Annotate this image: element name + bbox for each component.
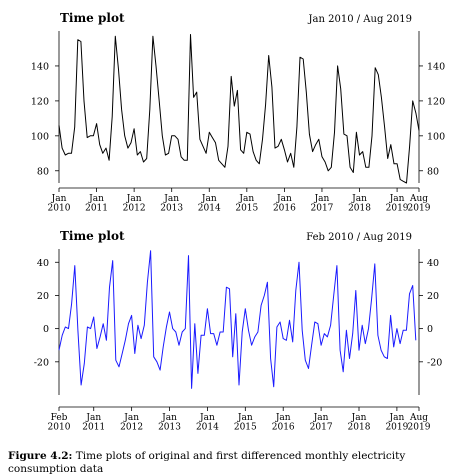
x-tick-label-line: 2019 — [385, 423, 408, 433]
x-tick-label: Jan 2018 — [348, 413, 371, 433]
x-tick-label-line: 2017 — [310, 423, 333, 433]
x-tick-label-line: 2011 — [82, 423, 105, 433]
x-tick-label-line: Jan — [123, 413, 139, 423]
x-tick-label: Jan 2013 — [160, 194, 183, 214]
x-tick-label: Jan 2017 — [310, 413, 333, 433]
x-tick-label: Aug 2019 — [408, 413, 431, 433]
x-tick-label: Jan 2012 — [120, 413, 143, 433]
x-tick-label: Jan 2015 — [234, 413, 257, 433]
x-tick-label-line: Jan — [351, 413, 367, 423]
y-tick-label: 140 — [427, 61, 445, 72]
x-tick-label-line: Jan — [161, 413, 177, 423]
y-tick-label: 120 — [427, 96, 445, 107]
x-tick-label-line: Jan — [199, 413, 215, 423]
x-tick-label-line: 2012 — [120, 423, 143, 433]
x-tick-label-line: 2017 — [311, 204, 334, 214]
x-tick-label: Jan 2017 — [311, 194, 334, 214]
figure-canvas: Time plot Jan 2010 / Aug 2019 80 80 100 100 12… — [31, 11, 445, 433]
x-tick-label: Jan 2013 — [158, 413, 181, 433]
y-tick-label: 140 — [31, 61, 49, 72]
x-tick-label-line: Aug — [409, 413, 428, 423]
x-tick-label-line: 2018 — [348, 423, 371, 433]
top-panel: Time plot Jan 2010 / Aug 2019 80 80 100 100 12… — [31, 11, 445, 214]
y-tick-label: 100 — [31, 131, 49, 142]
x-tick-label-line: Aug — [409, 194, 428, 204]
caption-label: Figure 4.2: — [8, 450, 73, 462]
x-tick-label-line: Jan — [351, 194, 367, 204]
y-tick-label: 20 — [427, 291, 439, 302]
x-tick-label-line: Jan — [276, 194, 292, 204]
x-tick-label-line: 2011 — [85, 204, 108, 214]
bottom-panel: Time plot Feb 2010 / Aug 2019 -20 -20 0 0 20 20… — [34, 229, 443, 433]
y-tick-label: 0 — [427, 324, 433, 335]
y-tick-label: -20 — [34, 357, 49, 368]
x-tick-label-line: 2016 — [273, 204, 296, 214]
y-tick-label: 100 — [427, 131, 445, 142]
y-tick-label: 80 — [427, 166, 439, 177]
y-tick-label: 120 — [31, 96, 49, 107]
x-tick-label-line: 2012 — [123, 204, 146, 214]
y-tick-label: 80 — [37, 166, 49, 177]
x-tick-label-line: Jan — [275, 413, 291, 423]
chart-title: Time plot — [60, 11, 125, 25]
caption-text: Time plots of original and first differe… — [8, 450, 406, 475]
x-tick-label-line: Jan — [237, 413, 253, 423]
x-tick-label-line: 2018 — [348, 204, 371, 214]
x-tick-label: Jan 2010 — [48, 194, 71, 214]
chart-subtitle: Feb 2010 / Aug 2019 — [306, 232, 412, 243]
chart-title: Time plot — [60, 229, 125, 243]
x-tick-label-line: 2014 — [196, 423, 219, 433]
x-tick-label-line: Jan — [201, 194, 217, 204]
x-tick-label-line: 2019 — [386, 204, 409, 214]
x-tick-label-line: Jan — [85, 413, 101, 423]
x-tick-label-line: 2013 — [158, 423, 181, 433]
x-tick-label-line: 2016 — [272, 423, 295, 433]
x-tick-label: Jan 2014 — [196, 413, 219, 433]
chart-subtitle: Jan 2010 / Aug 2019 — [308, 14, 412, 25]
x-tick-label: Jan 2019 — [385, 413, 408, 433]
figure-caption: Figure 4.2: Time plots of original and f… — [8, 450, 468, 476]
x-tick-label: Jan 2018 — [348, 194, 371, 214]
y-tick-label: -20 — [427, 357, 442, 368]
x-tick-label-line: Jan — [126, 194, 142, 204]
x-tick-label-line: 2015 — [234, 423, 257, 433]
x-tick-label-line: Jan — [313, 413, 329, 423]
x-tick-label-line: 2010 — [48, 204, 71, 214]
y-tick-label: 40 — [37, 258, 49, 269]
x-tick-label: Feb 2010 — [48, 413, 71, 433]
x-tick-label-line: Jan — [51, 194, 67, 204]
x-tick-label: Jan 2011 — [85, 194, 108, 214]
x-tick-label: Jan 2015 — [235, 194, 258, 214]
x-tick-label: Aug 2019 — [408, 194, 431, 214]
x-tick-label: Jan 2012 — [123, 194, 146, 214]
x-tick-label-line: Jan — [88, 194, 104, 204]
x-tick-label: Jan 2019 — [386, 194, 409, 214]
x-tick-label-line: 2010 — [48, 423, 71, 433]
x-tick-label-line: 2015 — [235, 204, 258, 214]
x-tick-label-line: 2013 — [160, 204, 183, 214]
x-tick-label-line: Jan — [389, 413, 405, 423]
x-tick-label-line: 2019 — [408, 204, 431, 214]
x-tick-label: Jan 2016 — [273, 194, 296, 214]
x-tick-label-line: Jan — [389, 194, 405, 204]
x-tick-label-line: Jan — [163, 194, 179, 204]
x-tick-label: Jan 2014 — [198, 194, 221, 214]
y-tick-label: 40 — [427, 258, 439, 269]
series-line — [58, 34, 420, 184]
x-tick-label: Jan 2011 — [82, 413, 105, 433]
y-tick-label: 20 — [37, 291, 49, 302]
x-tick-label-line: Jan — [314, 194, 330, 204]
x-tick-label-line: 2014 — [198, 204, 221, 214]
x-tick-label-line: Feb — [51, 413, 68, 423]
y-tick-label: 0 — [43, 324, 49, 335]
series-line — [58, 250, 417, 389]
x-tick-label-line: 2019 — [408, 423, 431, 433]
x-tick-label: Jan 2016 — [272, 413, 295, 433]
x-tick-label-line: Jan — [238, 194, 254, 204]
